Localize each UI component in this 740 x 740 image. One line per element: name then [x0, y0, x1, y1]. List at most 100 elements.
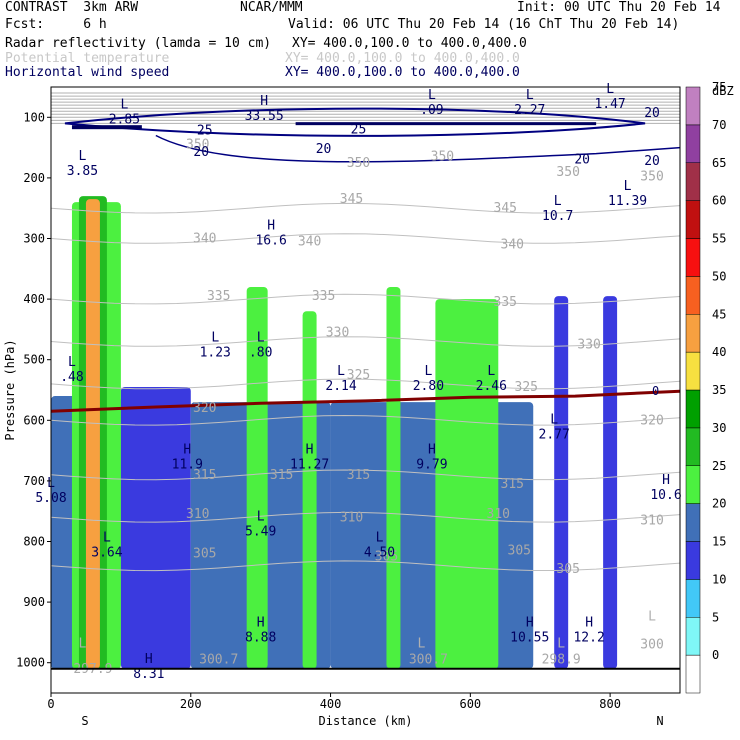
- theta-contour: [50, 293, 681, 305]
- extremum-kind: L: [624, 179, 632, 194]
- theta-label: 310: [340, 510, 363, 525]
- extremum-kind: L: [424, 364, 432, 379]
- theta-label: 350: [186, 138, 209, 153]
- extremum-value: .48: [60, 370, 83, 385]
- extremum-kind: L: [417, 637, 425, 652]
- south-end-label: S: [81, 714, 88, 728]
- y-tick-label: 900: [23, 595, 45, 609]
- colorbar-label: 5: [712, 610, 719, 624]
- extremum-value: 2.14: [325, 379, 356, 394]
- theta-label: 340: [298, 235, 321, 250]
- extremum-kind: L: [257, 331, 265, 346]
- reflectivity-cell: [85, 199, 100, 669]
- colorbar-swatch: [685, 276, 701, 315]
- extremum-kind: H: [428, 443, 436, 458]
- theta-label: 310: [186, 507, 209, 522]
- model-title: CONTRAST 3km ARW: [5, 0, 139, 15]
- extremum-kind: H: [260, 94, 268, 109]
- colorbar-label: 35: [712, 383, 726, 397]
- theta-label: 305: [193, 547, 216, 562]
- theta-label: 305: [508, 544, 531, 559]
- forecast-label: Fcst: 6 h: [5, 17, 107, 32]
- extremum-kind: L: [606, 82, 614, 97]
- theta-contour: [50, 511, 681, 523]
- wind-label: 25: [351, 122, 367, 137]
- extremum-value: 2.80: [413, 379, 444, 394]
- theta-label: 300.7: [409, 653, 448, 668]
- wind-label: 25: [197, 124, 213, 139]
- theta-label: 350: [347, 156, 370, 171]
- colorbar-label: 60: [712, 194, 726, 208]
- reflectivity-cell: [120, 386, 191, 669]
- theta-label: 315: [193, 468, 216, 483]
- theta-label: 310: [487, 507, 510, 522]
- colorbar-swatch: [685, 427, 701, 466]
- extremum-kind: H: [585, 615, 593, 630]
- extremum-kind: L: [211, 331, 219, 346]
- theta-label: 320: [193, 401, 216, 416]
- colorbar-label: 45: [712, 307, 726, 321]
- colorbar-label: 40: [712, 345, 726, 359]
- x-tick-label: 600: [459, 697, 481, 711]
- theta-label: 330: [326, 325, 349, 340]
- wind-label: 20: [193, 145, 209, 160]
- init-label: Init: 00 UTC Thu 20 Feb 14: [517, 0, 721, 15]
- theta-label: 350: [556, 165, 579, 180]
- theta-label: 310: [640, 513, 663, 528]
- y-tick-label: 600: [23, 413, 45, 427]
- extremum-value: 2.85: [109, 112, 140, 127]
- extremum-kind: H: [183, 443, 191, 458]
- colorbar-label: 30: [712, 421, 726, 435]
- theta-label: 350: [640, 170, 663, 185]
- wind-label: 20: [574, 153, 590, 168]
- colorbar-swatch: [685, 465, 701, 504]
- theta-label: 315: [501, 477, 524, 492]
- wind-label: 20: [644, 154, 660, 169]
- extremum-kind: L: [103, 531, 111, 546]
- extremum-kind: H: [257, 615, 265, 630]
- y-tick-label: 700: [23, 474, 45, 488]
- colorbar-label: 55: [712, 232, 726, 246]
- colorbar-label: 0: [712, 648, 719, 662]
- extremum-kind: L: [428, 88, 436, 103]
- theta-label: 325: [347, 368, 370, 383]
- colorbar-swatch: [685, 162, 701, 201]
- theta-label: 325: [515, 380, 538, 395]
- extremum-value: 10.55: [510, 630, 549, 645]
- theta-label: 320: [640, 413, 663, 428]
- extremum-kind: L: [68, 355, 76, 370]
- extremum-kind: L: [554, 194, 562, 209]
- extremum-value: 1.23: [200, 346, 231, 361]
- y-tick-label: 1000: [16, 656, 45, 670]
- theta-label: 330: [577, 338, 600, 353]
- colorbar-label: 75: [712, 80, 726, 94]
- extremum-kind: L: [120, 97, 128, 112]
- reflectivity-cell: [302, 311, 317, 669]
- theta-label: 335: [494, 295, 517, 310]
- field-name-theta: Potential temperature: [5, 51, 170, 66]
- theta-contour: [50, 414, 681, 426]
- theta-label: 305: [375, 550, 398, 565]
- colorbar-swatch: [685, 238, 701, 277]
- extremum-value: 11.27: [290, 458, 329, 473]
- theta-contour: [50, 378, 681, 390]
- colorbar-label: 25: [712, 459, 726, 473]
- colorbar-label: 70: [712, 118, 726, 132]
- theta-label: 300: [640, 638, 663, 653]
- y-tick-label: 500: [23, 353, 45, 367]
- extremum-value: 10.7: [542, 209, 573, 224]
- extremum-kind: H: [526, 615, 534, 630]
- extremum-kind: L: [376, 531, 384, 546]
- theta-label: 340: [501, 238, 524, 253]
- extremum-value: 11.9: [172, 458, 203, 473]
- y-tick-label: 100: [23, 110, 45, 124]
- extremum-value: 4.50: [364, 546, 395, 561]
- y-tick-label: 200: [23, 171, 45, 185]
- colorbar-swatch: [685, 124, 701, 163]
- theta-label: 350: [431, 150, 454, 165]
- colorbar-swatch: [685, 579, 701, 618]
- extremum-kind: L: [337, 364, 345, 379]
- reflectivity-cell: [435, 299, 499, 669]
- theta-label: 315: [347, 468, 370, 483]
- field-xy-theta: XY= 400.0,100.0 to 400.0,400.0: [285, 51, 520, 66]
